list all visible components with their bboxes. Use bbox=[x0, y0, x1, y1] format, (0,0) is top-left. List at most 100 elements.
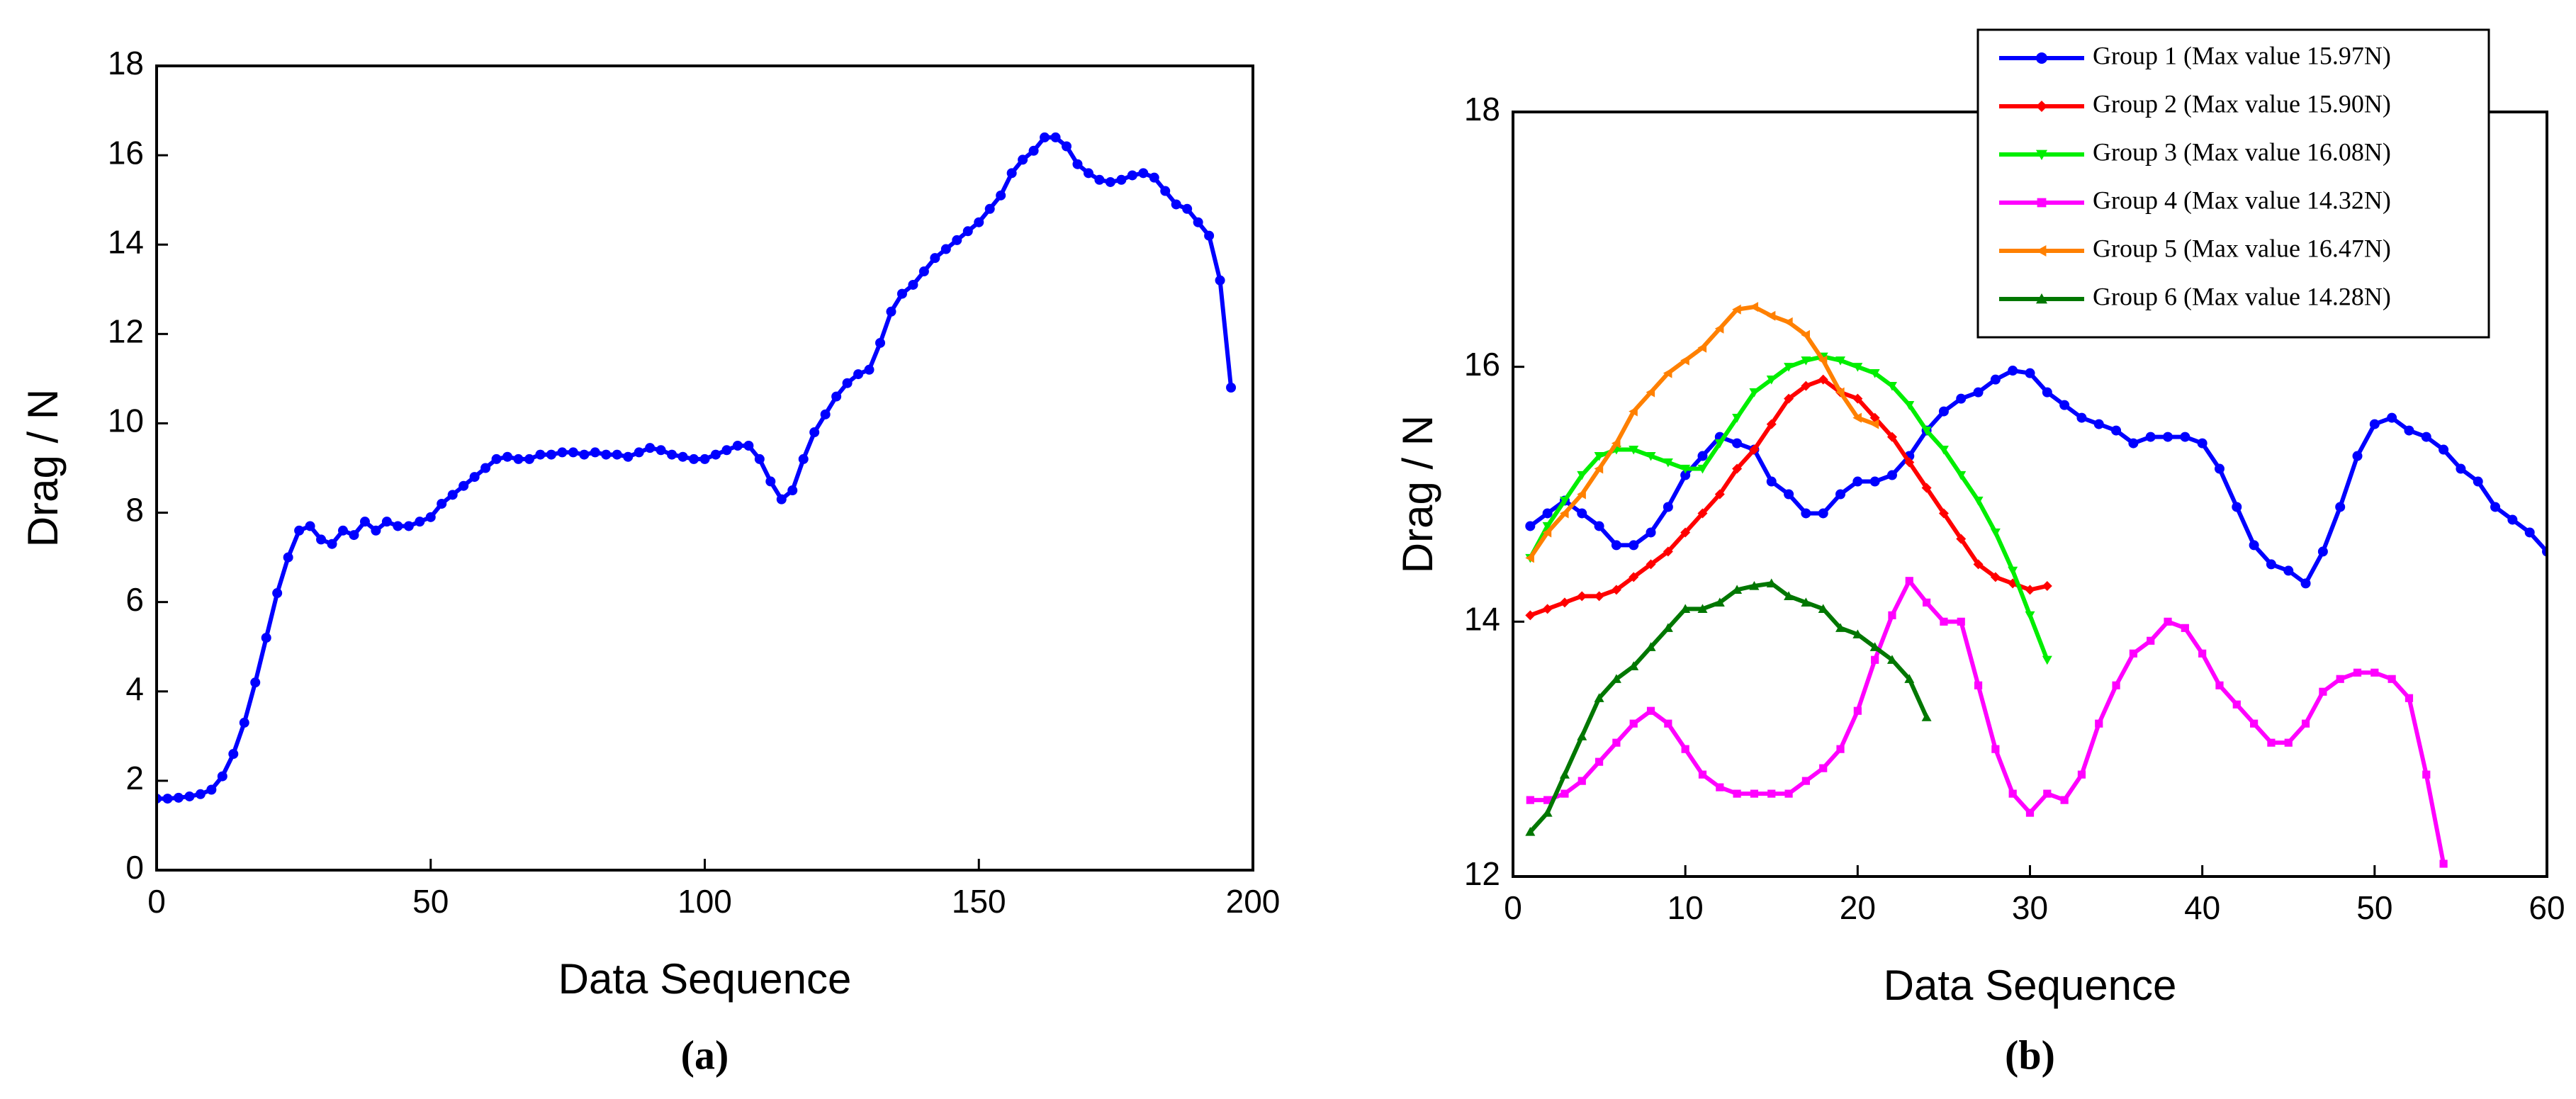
data-point bbox=[601, 449, 612, 460]
x-axis-label: Data Sequence bbox=[1884, 962, 2177, 1009]
legend-label: Group 5 (Max value 16.47N) bbox=[2093, 234, 2391, 262]
data-point bbox=[2112, 681, 2120, 689]
data-point bbox=[1697, 464, 1708, 474]
data-point bbox=[1050, 132, 1061, 142]
legend-marker bbox=[2036, 150, 2047, 160]
data-point bbox=[1559, 496, 1570, 506]
data-point bbox=[206, 784, 217, 795]
data-point bbox=[2042, 387, 2052, 398]
data-point bbox=[1938, 445, 1949, 455]
data-point bbox=[2043, 789, 2052, 798]
data-point bbox=[381, 517, 392, 527]
data-point bbox=[447, 490, 458, 500]
data-point bbox=[2008, 366, 2018, 376]
data-point bbox=[1594, 521, 1604, 531]
data-point bbox=[1611, 585, 1621, 595]
data-point bbox=[2369, 419, 2380, 429]
data-point bbox=[2059, 400, 2070, 410]
data-point bbox=[1973, 559, 1984, 570]
data-point bbox=[2405, 694, 2414, 702]
data-point bbox=[1801, 777, 1810, 785]
data-point bbox=[732, 440, 743, 451]
data-point bbox=[853, 369, 864, 380]
legend-label: Group 2 (Max value 15.90N) bbox=[2093, 89, 2391, 118]
data-point bbox=[974, 217, 984, 227]
panel-label: (a) bbox=[681, 1032, 729, 1078]
data-point bbox=[1714, 439, 1725, 449]
data-point bbox=[1818, 604, 1828, 613]
data-point bbox=[1629, 572, 1639, 582]
data-point bbox=[184, 791, 195, 801]
data-point bbox=[1663, 368, 1672, 378]
data-point bbox=[2042, 655, 2052, 665]
data-point bbox=[1525, 610, 1536, 621]
data-point bbox=[656, 445, 666, 456]
data-point bbox=[908, 279, 918, 290]
data-point bbox=[2301, 719, 2310, 728]
data-point bbox=[425, 512, 436, 522]
data-point bbox=[217, 771, 227, 782]
data-point bbox=[1663, 623, 1673, 632]
data-point bbox=[1801, 508, 1811, 519]
data-point bbox=[918, 266, 929, 277]
data-point bbox=[1938, 406, 1949, 417]
data-point bbox=[930, 253, 940, 264]
y-tick-label: 4 bbox=[125, 670, 144, 707]
data-point bbox=[1697, 342, 1707, 353]
data-point bbox=[1940, 617, 1948, 626]
data-point bbox=[1766, 376, 1777, 385]
data-point bbox=[2008, 566, 2018, 576]
legend-label: Group 3 (Max value 16.08N) bbox=[2093, 137, 2391, 166]
data-point bbox=[2060, 796, 2069, 804]
data-point bbox=[1921, 483, 1932, 493]
data-point bbox=[2421, 432, 2431, 442]
y-tick-label: 16 bbox=[1464, 346, 1500, 383]
data-point bbox=[2336, 675, 2344, 683]
data-point bbox=[1612, 738, 1621, 747]
data-point bbox=[896, 288, 907, 299]
data-point bbox=[2490, 502, 2501, 512]
y-tick-label: 12 bbox=[1464, 855, 1500, 892]
y-axis-label: Drag / N bbox=[19, 389, 67, 547]
data-point bbox=[1094, 174, 1105, 185]
data-point bbox=[1886, 382, 1897, 391]
data-point bbox=[1646, 527, 1656, 538]
data-point bbox=[480, 463, 491, 473]
data-point bbox=[1681, 745, 1689, 753]
data-point bbox=[1921, 712, 1932, 721]
data-point bbox=[787, 485, 798, 496]
data-point bbox=[337, 525, 348, 536]
data-point bbox=[776, 494, 787, 505]
data-point bbox=[1072, 159, 1083, 169]
data-point bbox=[940, 244, 951, 254]
data-point bbox=[689, 453, 699, 464]
data-point bbox=[2250, 719, 2259, 728]
data-point bbox=[2181, 624, 2189, 632]
data-point bbox=[623, 451, 634, 462]
data-point bbox=[1542, 522, 1553, 531]
data-point bbox=[1629, 540, 1639, 551]
data-point bbox=[1559, 508, 1569, 519]
data-point bbox=[1852, 363, 1863, 372]
y-tick-label: 0 bbox=[125, 849, 144, 886]
data-point bbox=[2422, 770, 2431, 779]
legend-marker bbox=[2036, 245, 2047, 257]
data-point bbox=[1646, 706, 1655, 715]
data-point bbox=[1577, 731, 1587, 740]
data-point bbox=[2163, 432, 2173, 442]
data-point bbox=[1611, 438, 1621, 449]
data-point bbox=[1646, 559, 1656, 570]
data-point bbox=[2507, 514, 2518, 525]
data-point bbox=[1663, 502, 1673, 512]
data-point bbox=[1749, 580, 1760, 590]
data-point bbox=[1105, 176, 1115, 187]
data-point bbox=[1818, 355, 1828, 366]
data-point bbox=[1559, 770, 1570, 779]
data-point bbox=[1732, 585, 1743, 594]
data-point bbox=[1646, 642, 1656, 651]
data-point bbox=[1869, 642, 1880, 651]
data-point bbox=[1525, 827, 1536, 836]
data-point bbox=[2214, 463, 2225, 474]
series-line bbox=[1528, 305, 1876, 560]
